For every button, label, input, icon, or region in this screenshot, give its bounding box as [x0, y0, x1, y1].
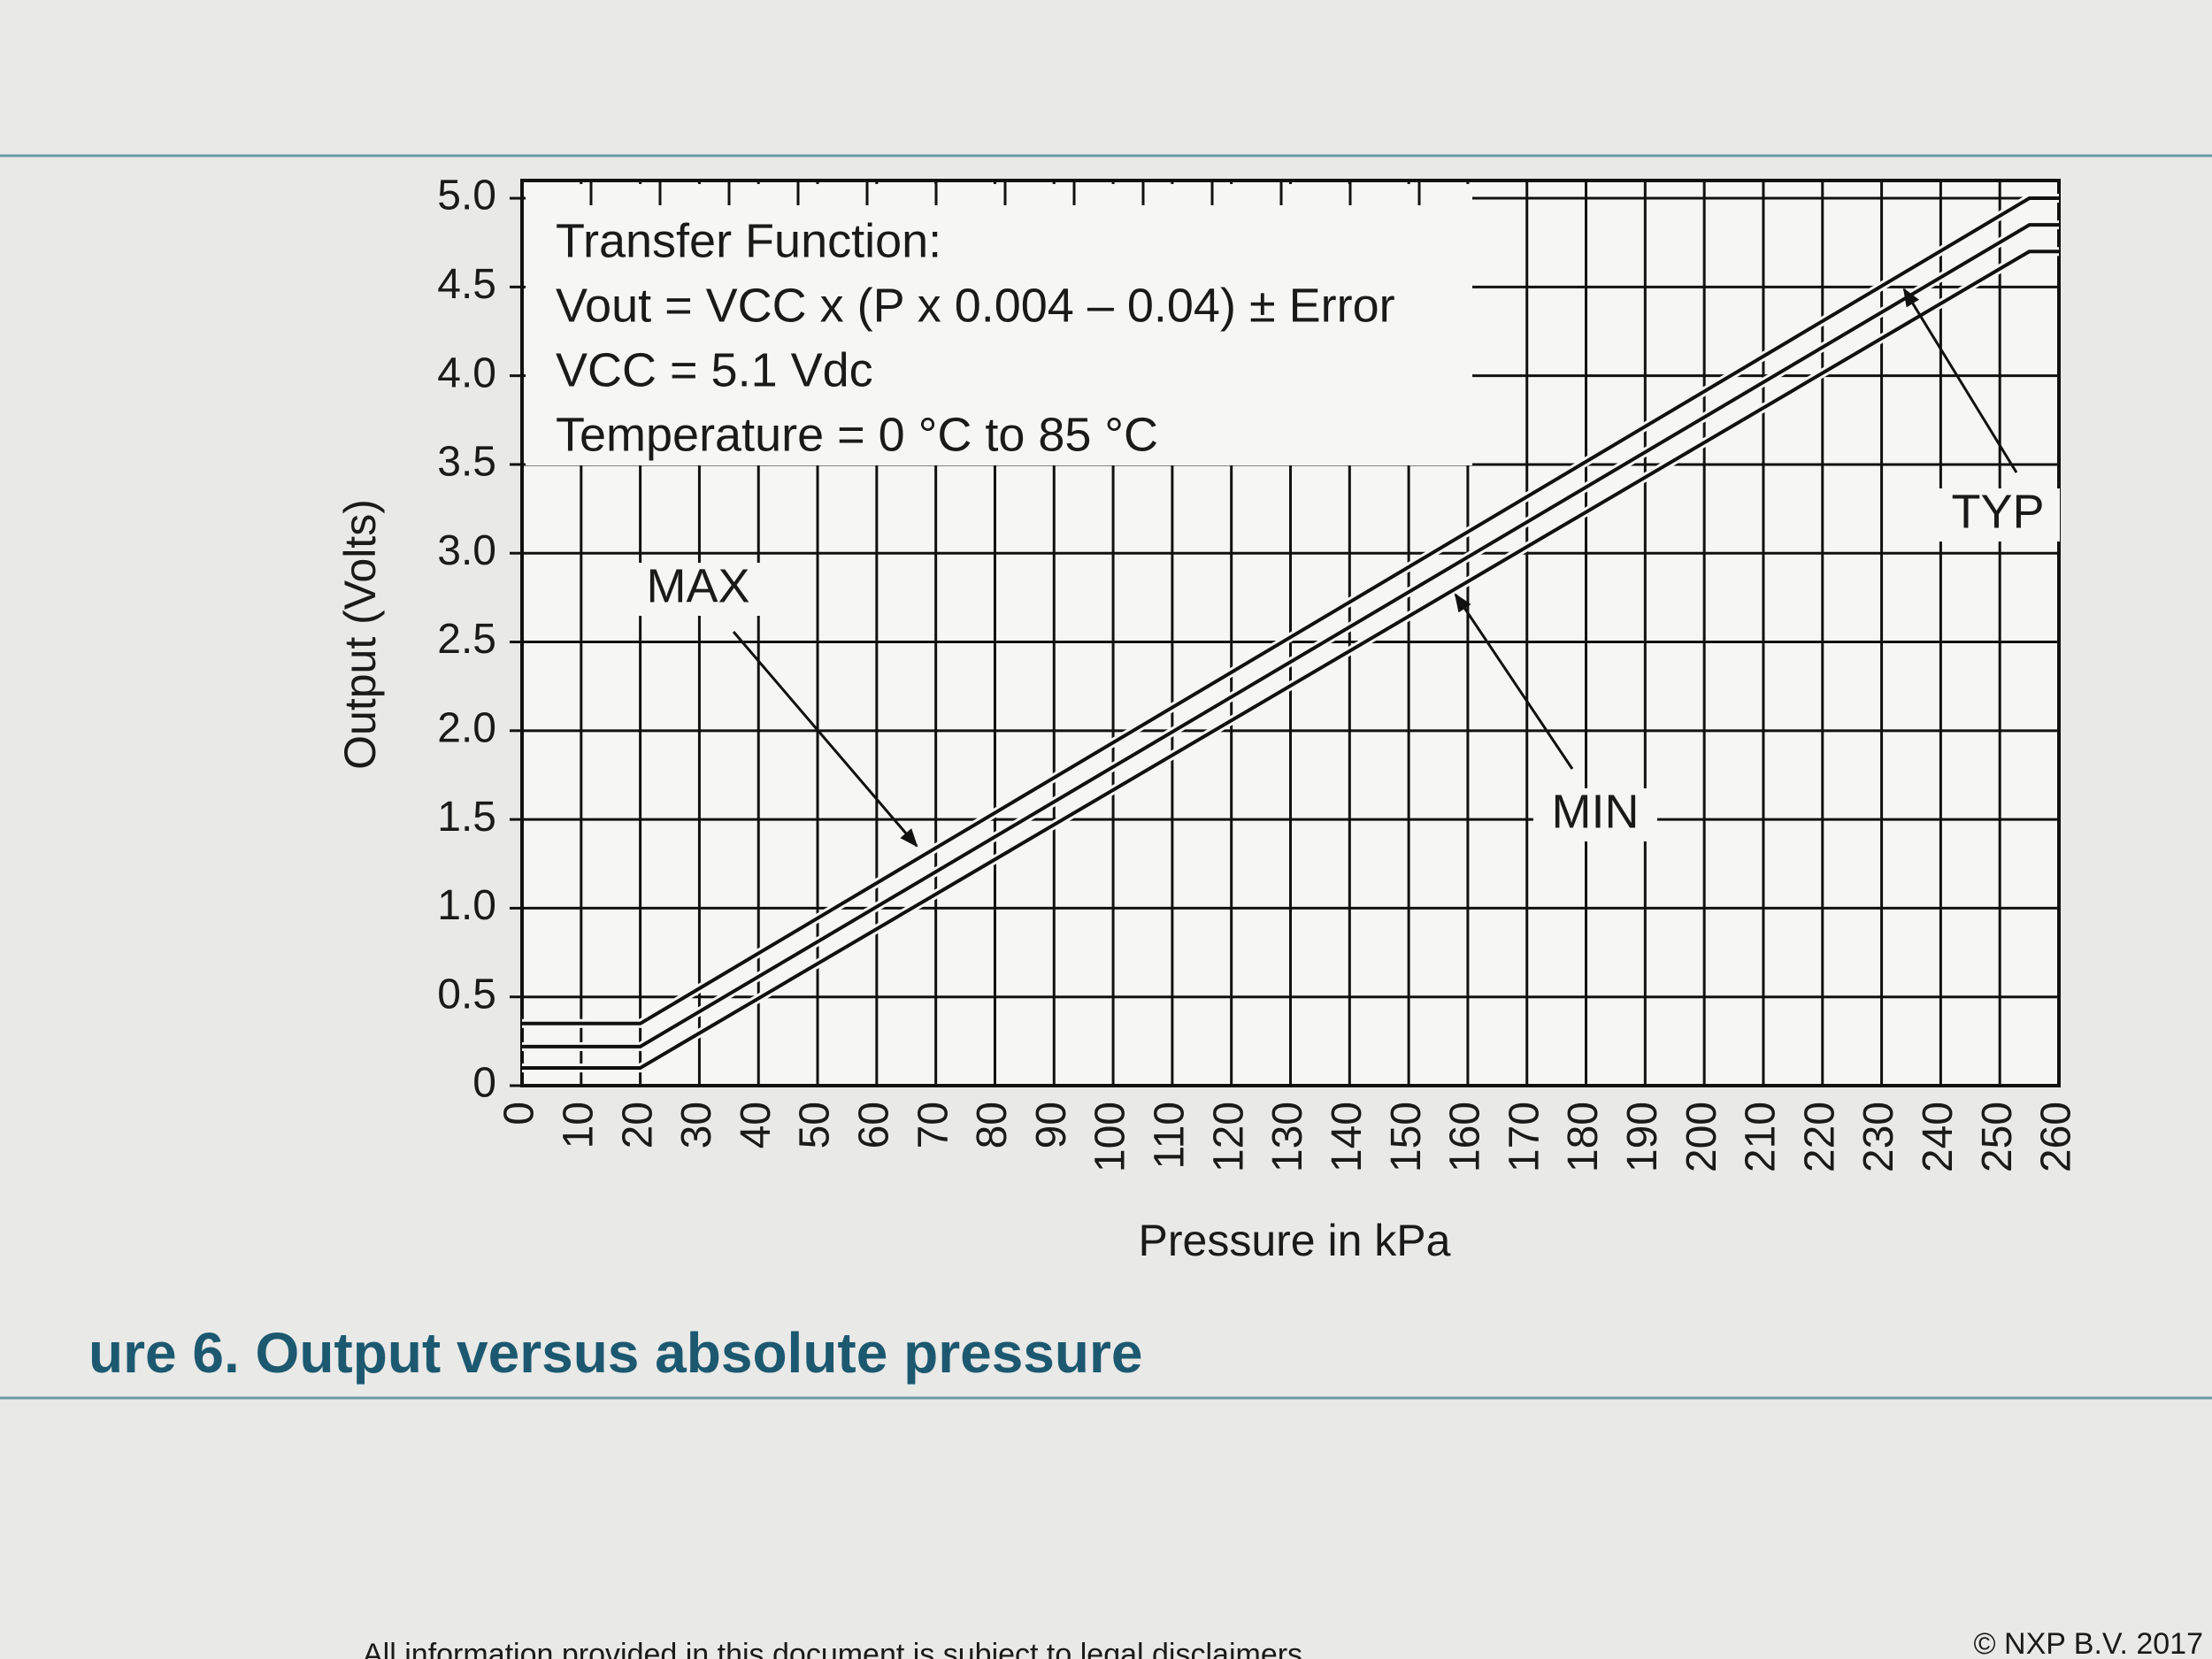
y-tick-label: 4.5	[437, 261, 496, 308]
x-tick-label: 230	[1855, 1102, 1902, 1172]
series-line	[522, 223, 2059, 1048]
arrow	[1454, 593, 1574, 770]
x-tick-label: 30	[673, 1102, 720, 1148]
plot: Transfer Function: Vout = VCC x (P x 0.00…	[437, 173, 2079, 1172]
series-label: TYP	[1951, 485, 2044, 538]
x-tick-label: 80	[969, 1102, 1016, 1148]
series-line	[522, 196, 2059, 1025]
label-bg	[636, 563, 760, 616]
x-tick-label: 150	[1383, 1102, 1430, 1172]
copyright: © NXP B.V. 2017	[1974, 1627, 2203, 1659]
x-tick-label: 210	[1738, 1102, 1785, 1172]
x-axis-label: Pressure in kPa	[1139, 1216, 1451, 1265]
x-tick-label: 50	[792, 1102, 839, 1148]
x-tick-label: 120	[1205, 1102, 1252, 1172]
x-tick-label: 10	[555, 1102, 602, 1148]
annotation: Vout = VCC x (P x 0.004 – 0.04) ± Error	[556, 279, 1395, 332]
y-tick-label: 2.5	[437, 616, 496, 663]
x-tick-label: 190	[1619, 1102, 1666, 1172]
label-bg	[1533, 788, 1657, 841]
x-tick-label: 90	[1028, 1102, 1075, 1148]
series-label: MAX	[646, 559, 749, 612]
x-tick-label: 110	[1147, 1102, 1194, 1170]
x-tick-label: 240	[1915, 1102, 1962, 1172]
y-tick-label: 4.0	[437, 349, 496, 396]
y-tick-label: 0	[472, 1060, 496, 1107]
x-tick-label: 60	[851, 1102, 898, 1148]
series-line	[522, 250, 2059, 1070]
x-tick-label: 20	[614, 1102, 661, 1148]
x-tick-label: 260	[2033, 1102, 2080, 1172]
x-tick-label: 220	[1796, 1102, 1843, 1172]
arrow	[732, 631, 918, 848]
x-tick-label: 70	[910, 1102, 956, 1148]
x-tick-label: 200	[1678, 1102, 1725, 1172]
arrow	[1902, 288, 2018, 473]
annotation: Transfer Function:	[556, 214, 941, 267]
y-tick-label: 0.5	[437, 971, 496, 1018]
x-tick-label: 0	[496, 1102, 543, 1125]
x-tick-label: 170	[1501, 1102, 1548, 1172]
x-tick-label: 100	[1087, 1102, 1134, 1172]
y-tick-label: 2.0	[437, 704, 496, 751]
x-tick-label: 250	[1974, 1102, 2021, 1172]
annotation-box	[526, 184, 1472, 465]
y-axis-label: Output (Volts)	[335, 499, 385, 770]
x-tick-label: 130	[1264, 1102, 1311, 1172]
y-tick-label: 3.0	[437, 527, 496, 574]
x-tick-label: 40	[733, 1102, 780, 1148]
y-tick-label: 1.5	[437, 794, 496, 841]
x-tick-label: 140	[1324, 1102, 1371, 1172]
x-tick-label: 160	[1442, 1102, 1489, 1172]
label-bg	[1936, 488, 2060, 541]
y-tick-label: 1.0	[437, 882, 496, 929]
y-tick-label: 5.0	[437, 173, 496, 219]
series-label: MIN	[1552, 785, 1640, 838]
figure-caption: ure 6. Output versus absolute pressure	[88, 1321, 1142, 1385]
annotation: Temperature = 0 °C to 85 °C	[556, 408, 1158, 461]
x-tick-label: 180	[1560, 1102, 1607, 1172]
annotation: VCC = 5.1 Vdc	[556, 343, 873, 396]
y-tick-label: 3.5	[437, 439, 496, 486]
footer-note: All information provided in this documen…	[363, 1638, 1311, 1659]
